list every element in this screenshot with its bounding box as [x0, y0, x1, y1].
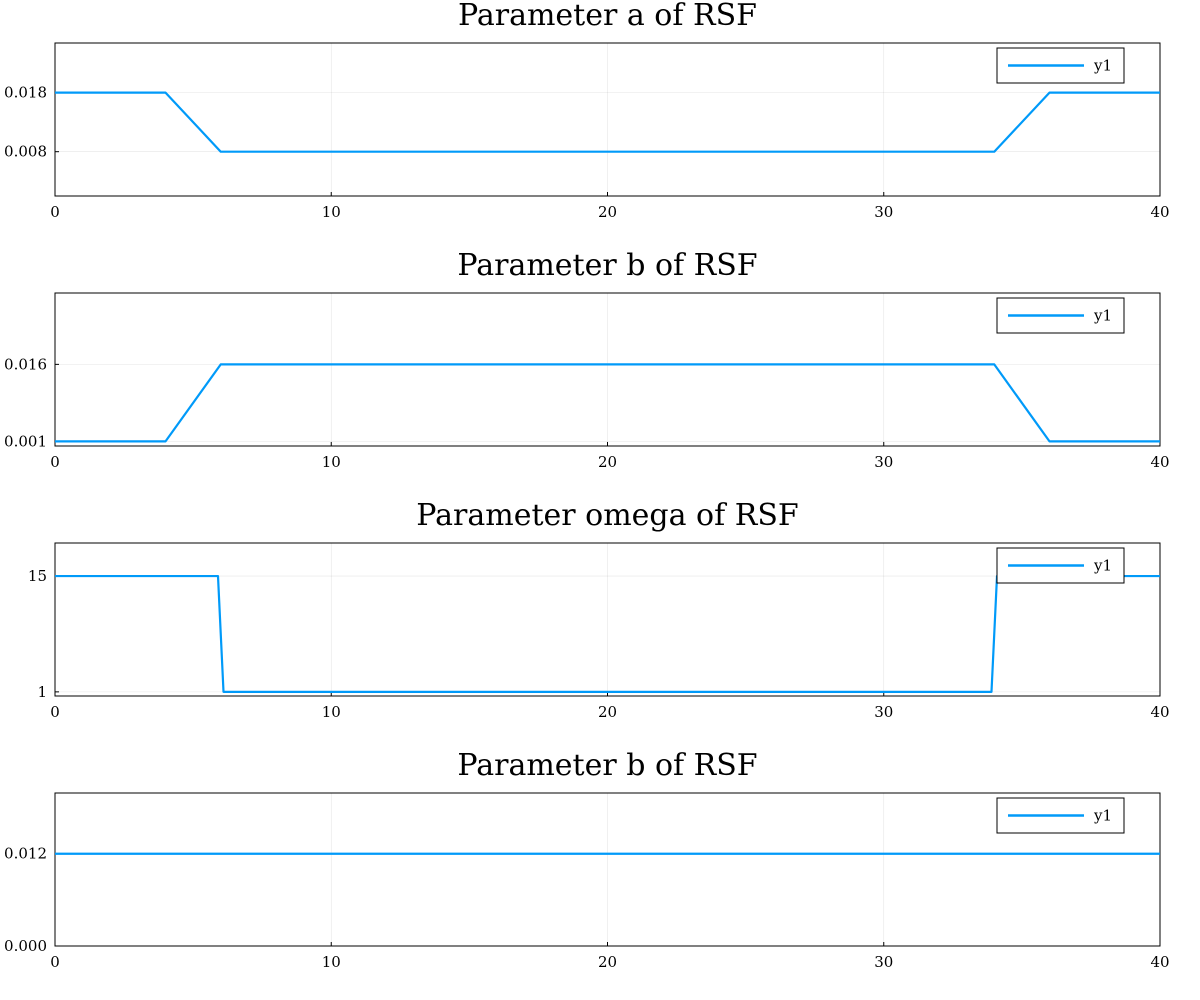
y-tick-label: 1 [37, 683, 47, 701]
x-tick-label: 40 [1150, 203, 1169, 221]
legend: y1 [996, 297, 1125, 334]
x-tick-label: 0 [50, 203, 60, 221]
subplot-1: Parameter a of RSF 0 10 20 30 40 0.018 0.008 y1 [4, 0, 1170, 221]
y-tick-label: 15 [28, 567, 47, 585]
x-tick-label: 40 [1150, 953, 1169, 971]
x-tick-label: 40 [1150, 453, 1169, 471]
y-tick-label: 0.018 [4, 84, 47, 102]
chart-title: Parameter a of RSF [458, 0, 757, 33]
x-tick-label: 20 [598, 453, 617, 471]
subplot-3: Parameter omega of RSF 0 10 20 30 40 15 1 y1 [28, 498, 1170, 721]
x-tick-label: 20 [598, 953, 617, 971]
series-line-y1 [55, 91, 1160, 153]
legend: y1 [996, 547, 1125, 584]
subplot-2: Parameter b of RSF 0 10 20 30 40 0.016 0.001 y1 [4, 248, 1170, 471]
legend-label: y1 [1093, 307, 1112, 325]
plot-area [55, 43, 1160, 196]
x-tick-label: 10 [322, 953, 341, 971]
plot-area [55, 543, 1160, 696]
x-tick-label: 0 [50, 953, 60, 971]
x-tick-label: 10 [322, 203, 341, 221]
y-tick-label: 0.008 [4, 143, 47, 161]
x-tick-label: 10 [322, 453, 341, 471]
x-tick-label: 30 [874, 203, 893, 221]
y-tick-label: 0.000 [4, 937, 47, 955]
legend: y1 [996, 47, 1125, 84]
y-tick-label: 0.001 [4, 432, 47, 450]
x-tick-label: 0 [50, 453, 60, 471]
chart-title: Parameter b of RSF [457, 748, 757, 783]
x-tick-label: 20 [598, 203, 617, 221]
x-tick-label: 0 [50, 703, 60, 721]
x-tick-label: 30 [874, 703, 893, 721]
x-tick-label: 30 [874, 953, 893, 971]
subplot-4: Parameter b of RSF 0 10 20 30 40 0.012 0.000 y1 [4, 748, 1170, 971]
chart-title: Parameter omega of RSF [416, 498, 798, 533]
plot-area [55, 793, 1160, 946]
chart-title: Parameter b of RSF [457, 248, 757, 283]
series-line-y1 [55, 363, 1160, 443]
x-tick-label: 10 [322, 703, 341, 721]
x-tick-label: 20 [598, 703, 617, 721]
x-tick-label: 30 [874, 453, 893, 471]
y-tick-label: 0.016 [4, 355, 47, 373]
x-tick-label: 40 [1150, 703, 1169, 721]
plot-area [55, 293, 1160, 446]
legend-label: y1 [1093, 807, 1112, 825]
legend-label: y1 [1093, 57, 1112, 75]
y-tick-label: 0.012 [4, 845, 47, 863]
legend-label: y1 [1093, 557, 1112, 575]
legend: y1 [996, 797, 1125, 834]
